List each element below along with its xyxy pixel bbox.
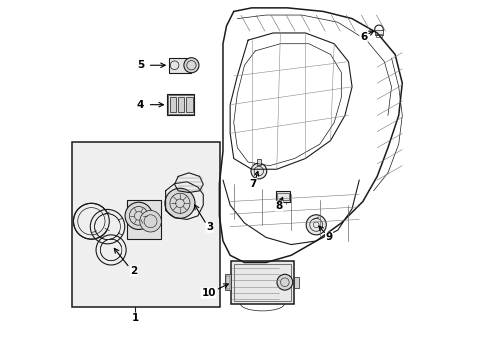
Text: 1: 1	[131, 313, 139, 323]
Bar	[293, 277, 298, 288]
Bar	[225, 276, 230, 289]
Bar	[168, 95, 193, 114]
Circle shape	[183, 58, 199, 73]
Bar	[276, 192, 290, 202]
Text: 5: 5	[137, 60, 144, 70]
Text: 7: 7	[249, 179, 256, 189]
Text: 4: 4	[137, 100, 144, 110]
Text: 6: 6	[359, 32, 366, 42]
Circle shape	[305, 215, 325, 235]
Bar	[167, 94, 194, 115]
Bar	[127, 200, 161, 239]
Bar	[230, 261, 293, 304]
Bar	[256, 159, 261, 165]
Bar	[72, 142, 220, 307]
Bar	[224, 274, 230, 290]
Text: 9: 9	[325, 232, 332, 242]
Text: 3: 3	[205, 222, 213, 232]
Bar	[169, 58, 191, 73]
Circle shape	[276, 274, 292, 290]
Circle shape	[250, 163, 266, 179]
Circle shape	[164, 188, 195, 219]
Text: 10: 10	[201, 288, 215, 298]
Bar	[233, 264, 290, 301]
Bar	[375, 31, 383, 35]
Bar	[185, 97, 192, 112]
Circle shape	[125, 202, 152, 229]
Bar	[376, 35, 382, 37]
Bar	[277, 193, 288, 200]
Bar	[169, 97, 176, 112]
Bar	[178, 97, 184, 112]
Text: 8: 8	[275, 201, 283, 211]
Circle shape	[140, 211, 161, 232]
Text: 2: 2	[130, 266, 138, 276]
